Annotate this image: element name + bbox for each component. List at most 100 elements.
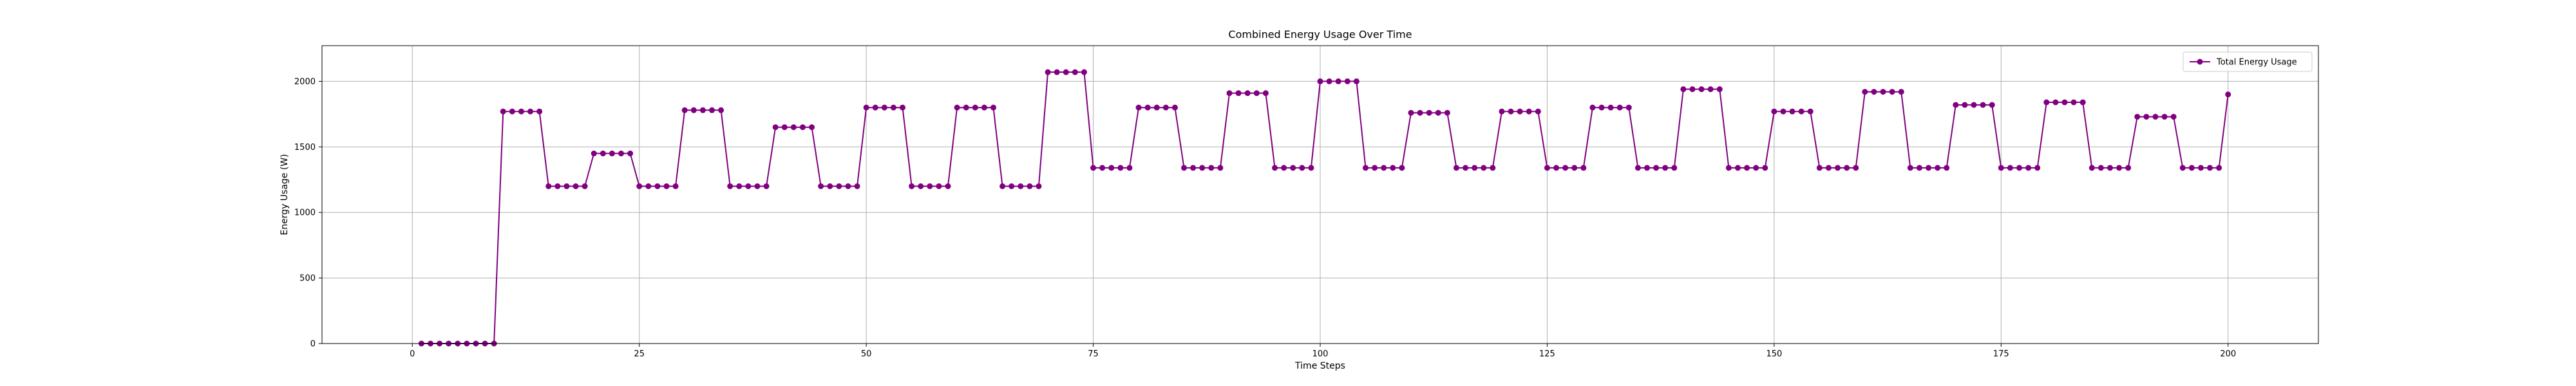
data-point [1644, 165, 1651, 171]
data-point [1789, 108, 1795, 115]
data-point [1825, 165, 1832, 171]
data-point [1535, 108, 1541, 115]
data-point [1607, 104, 1614, 111]
data-point [799, 124, 806, 131]
data-point [1226, 90, 1233, 96]
data-point [1989, 102, 1995, 108]
data-point [1009, 183, 1015, 189]
data-point [1153, 104, 1160, 111]
x-tick-label: 75 [1088, 349, 1099, 359]
data-point [2052, 99, 2059, 106]
data-point [1971, 102, 1977, 108]
data-point [509, 108, 515, 115]
data-point [536, 108, 543, 115]
data-point [1680, 86, 1687, 93]
data-point [663, 183, 670, 189]
data-point [854, 183, 860, 189]
data-point [972, 104, 978, 111]
series-line-total-energy-usage [421, 71, 2229, 344]
data-point [2179, 165, 2186, 171]
data-point [1144, 104, 1151, 111]
data-point [2116, 165, 2123, 171]
data-point [927, 183, 933, 189]
data-point [790, 124, 797, 131]
x-tick-label: 100 [1312, 349, 1329, 359]
data-point [954, 104, 960, 111]
data-point [1027, 183, 1033, 189]
data-point [1698, 86, 1705, 93]
data-point [1081, 69, 1087, 75]
y-tick-label: 1000 [294, 208, 316, 218]
data-point [1734, 165, 1741, 171]
data-point [909, 183, 915, 189]
data-point [900, 104, 906, 111]
data-point [836, 183, 842, 189]
data-point [1762, 165, 1768, 171]
legend-marker-swatch [2197, 59, 2203, 65]
data-point [2207, 165, 2213, 171]
data-point [2197, 165, 2204, 171]
data-point [1526, 108, 1532, 115]
data-point [573, 183, 579, 189]
data-point [1962, 102, 1968, 108]
x-axis-label: Time Steps [1294, 361, 1345, 371]
data-point [1335, 78, 1341, 84]
data-point [809, 124, 815, 131]
data-point [1072, 69, 1078, 75]
data-point [2216, 165, 2222, 171]
data-point [827, 183, 833, 189]
data-point [963, 104, 969, 111]
data-point [1353, 78, 1359, 84]
data-point [1190, 165, 1197, 171]
data-point [990, 104, 996, 111]
data-point [2188, 165, 2195, 171]
data-point [545, 183, 552, 189]
data-point [2152, 113, 2159, 120]
data-point [1281, 165, 1287, 171]
data-point [1753, 165, 1759, 171]
data-point [1798, 108, 1804, 115]
data-point [1580, 165, 1587, 171]
data-point [1780, 108, 1786, 115]
data-point [1544, 165, 1550, 171]
data-point [1435, 109, 1441, 116]
data-point [518, 108, 524, 115]
data-point [718, 107, 724, 113]
y-axis-label: Energy Usage (W) [279, 154, 290, 235]
data-point [1372, 165, 1378, 171]
data-point [936, 183, 942, 189]
data-point [1571, 165, 1578, 171]
data-point [845, 183, 851, 189]
data-point [1634, 165, 1641, 171]
data-point [1018, 183, 1024, 189]
data-point [890, 104, 896, 111]
data-point [2061, 99, 2068, 106]
y-tick-label: 0 [310, 340, 316, 349]
data-point [1408, 109, 1414, 116]
data-point [1036, 183, 1042, 189]
data-point [1598, 104, 1605, 111]
x-tick-label: 150 [1766, 349, 1782, 359]
data-point [1490, 165, 1496, 171]
data-point [609, 151, 615, 157]
data-point [1689, 86, 1696, 93]
data-point [1871, 89, 1877, 95]
data-point [772, 124, 779, 131]
data-point [1199, 165, 1206, 171]
data-point [1099, 165, 1106, 171]
data-point [1317, 78, 1323, 84]
data-point [2143, 113, 2150, 120]
data-point [2098, 165, 2104, 171]
data-point [1944, 165, 1950, 171]
data-point [2025, 165, 2032, 171]
x-tick-label: 0 [410, 349, 415, 359]
data-point [1771, 108, 1777, 115]
data-point [2225, 91, 2231, 98]
data-point [1744, 165, 1750, 171]
data-point [2034, 165, 2041, 171]
data-point [945, 183, 951, 189]
y-tick-label: 2000 [294, 77, 316, 87]
data-point [1616, 104, 1623, 111]
